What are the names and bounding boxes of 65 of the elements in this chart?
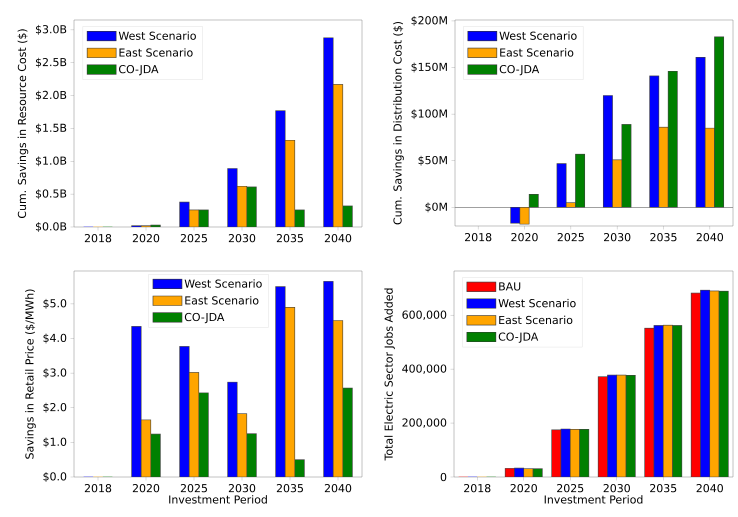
y-tick-label: $100M: [412, 109, 447, 120]
legend-label: CO-JDA: [119, 65, 158, 76]
x-tick-label: 2018: [84, 484, 112, 492]
y-tick-label: $0.0B: [36, 222, 66, 232]
legend-label: East Scenario: [120, 48, 193, 57]
y-tick-label: $50M: [418, 156, 447, 166]
legend-label: West Scenario: [184, 279, 262, 288]
x-axis-title: Investment Period: [169, 495, 267, 504]
legend-label: CO-JDA: [500, 64, 540, 76]
y-axis-title: Total Electric Sector Jobs Added: [384, 288, 395, 460]
x-tick-label: 2035: [276, 234, 303, 242]
x-tick-label: 2018: [465, 233, 492, 242]
y-axis-title: Cum. Savings in Distribution Cost ($): [393, 22, 404, 224]
x-tick-label: 2025: [557, 484, 584, 492]
x-tick-label: 2018: [84, 234, 112, 242]
legend-label: East Scenario: [185, 296, 258, 305]
legend-label: West Scenario: [118, 31, 196, 40]
y-axis-title: Cum. Savings in Resource Cost ($): [18, 29, 28, 218]
x-tick-label: 2030: [228, 484, 256, 492]
x-tick-label: 2035: [650, 484, 676, 492]
y-tick-label: $200M: [412, 16, 447, 26]
x-tick-label: 2020: [132, 234, 160, 242]
x-tick-label: 2020: [132, 484, 160, 492]
legend-label: CO-JDA: [184, 312, 224, 324]
legend-label: East Scenario: [500, 48, 574, 57]
y-axis-title: Savings in Retail Price ($/MWh): [25, 289, 36, 459]
y-tick-label: $2.5B: [36, 58, 66, 68]
legend-label: BAU: [499, 282, 520, 291]
y-tick-label: $1.5B: [36, 123, 66, 134]
y-tick-label: $2.0B: [36, 90, 66, 101]
y-tick-label: 200,000: [402, 418, 446, 428]
x-axis-title: Investment Period: [544, 495, 642, 504]
x-tick-label: 2025: [180, 484, 207, 492]
x-tick-label: 2040: [696, 484, 723, 492]
x-tick-label: 2018: [464, 484, 490, 492]
x-tick-label: 2030: [604, 484, 630, 492]
legend-label: CO-JDA: [498, 332, 538, 343]
y-tick-label: 0: [440, 472, 446, 482]
legend-label: West Scenario: [499, 31, 577, 40]
x-tick-label: 2040: [696, 233, 724, 242]
x-tick-label: 2040: [324, 234, 352, 242]
y-tick-label: $3.0B: [36, 24, 66, 35]
x-tick-label: 2025: [558, 233, 584, 242]
y-tick-label: $0M: [425, 202, 447, 212]
y-tick-label: $2.0: [43, 402, 66, 413]
y-tick-label: $0.0: [43, 472, 66, 482]
legend-label: East Scenario: [499, 316, 572, 324]
y-tick-label: $4.0: [43, 334, 66, 344]
y-tick-label: $0.5B: [36, 189, 66, 200]
x-tick-label: 2030: [604, 233, 630, 242]
x-tick-label: 2030: [228, 234, 256, 242]
y-tick-label: 400,000: [402, 364, 446, 374]
y-tick-label: $3.0: [43, 368, 66, 378]
x-tick-label: 2025: [180, 234, 207, 242]
y-tick-label: $5.0: [43, 298, 66, 309]
y-tick-label: 600,000: [402, 310, 446, 320]
y-tick-label: $150M: [412, 62, 447, 72]
x-tick-label: 2020: [510, 484, 537, 492]
x-tick-label: 2035: [276, 484, 303, 492]
x-tick-label: 2020: [511, 233, 538, 242]
legend-label: West Scenario: [498, 298, 576, 308]
y-tick-label: $1.0: [43, 437, 66, 448]
x-tick-label: 2035: [650, 233, 676, 242]
x-tick-label: 2040: [324, 484, 352, 492]
y-tick-label: $1.0B: [36, 156, 66, 166]
